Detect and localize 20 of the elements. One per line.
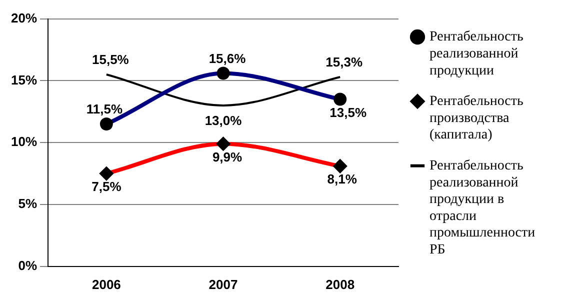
data-label: 13,5% [330, 104, 367, 120]
data-label: 7,5% [92, 179, 122, 194]
data-label: 11,5% [86, 102, 123, 117]
legend-label: Рентабельность реализованной продукции в отрасли промышленности РБ [430, 158, 536, 258]
data-label: 15,6% [208, 50, 246, 66]
y-tick-label: 0% [18, 258, 38, 273]
data-label: 15,3% [326, 54, 363, 70]
data-label: 9,9% [212, 149, 243, 164]
x-tick-label: 2007 [208, 276, 238, 292]
y-tick-label: 5% [18, 196, 38, 212]
legend-label: Рентабельность реализованной продукции [430, 30, 524, 78]
y-tick-label: 10% [10, 134, 38, 150]
x-tick-label: 2006 [92, 276, 121, 292]
data-label: 15,5% [92, 52, 130, 68]
legend-label: Рентабельность производства (капитала) [430, 94, 524, 143]
y-tick-label: 15% [10, 72, 38, 88]
y-tick-label: 20% [10, 10, 38, 26]
data-label: 13,0% [204, 113, 242, 128]
x-tick-label: 2008 [326, 276, 355, 292]
data-label: 8,1% [327, 172, 358, 187]
